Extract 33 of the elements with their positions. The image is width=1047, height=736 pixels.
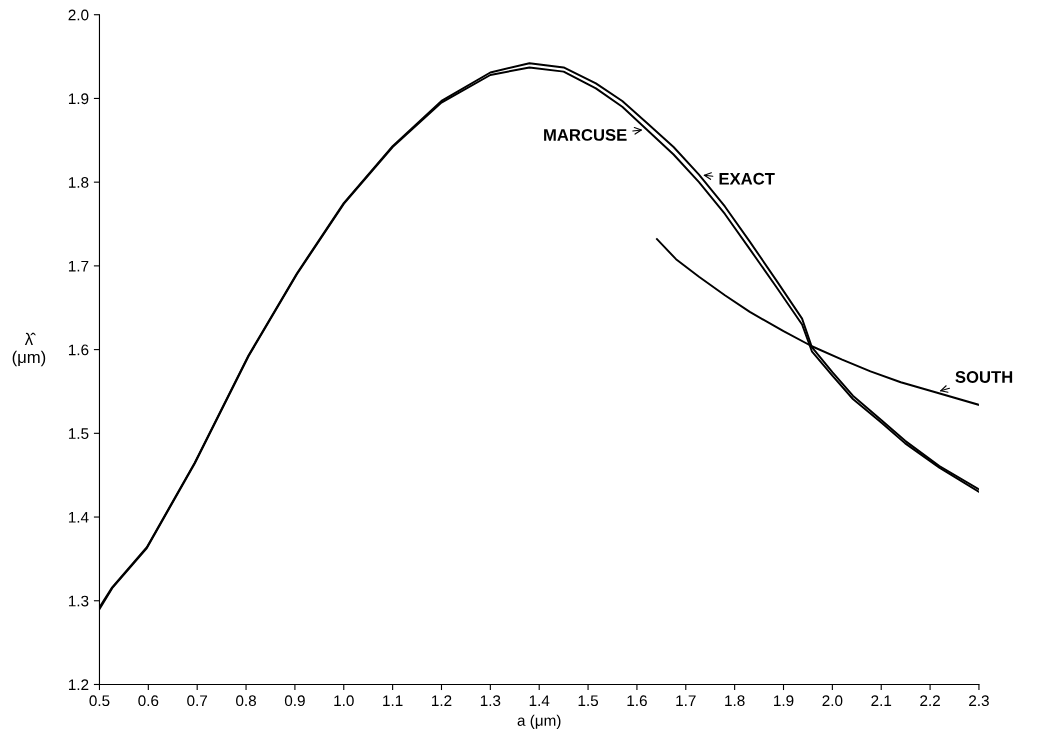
x-tick-label: 1.5 xyxy=(578,695,599,707)
y-tick-label: 1.3 xyxy=(68,595,89,607)
y-tick-label: 1.4 xyxy=(68,512,89,523)
annotation: SOUTH xyxy=(955,371,1013,383)
x-axis-title: a (μm) xyxy=(517,714,561,729)
x-tick-label: 1.3 xyxy=(480,695,501,707)
x-tick-label: 1.1 xyxy=(383,695,403,706)
x-tick-label: 1.2 xyxy=(432,695,452,706)
x-tick-label: 1.8 xyxy=(725,695,745,707)
y-axis-title: λ̂ (μm) xyxy=(12,332,46,367)
x-tick-label: 0.6 xyxy=(138,695,159,707)
annotation: MARCUSE xyxy=(544,129,627,141)
x-tick-label: 1.0 xyxy=(334,695,354,707)
x-tick-label: 2.3 xyxy=(969,695,989,707)
x-tick-label: 2.2 xyxy=(920,695,940,706)
x-tick-label: 1.7 xyxy=(676,695,696,706)
x-tick-label: 2.1 xyxy=(871,695,892,706)
x-tick-label: 0.9 xyxy=(284,695,305,707)
x-tick-label: 0.7 xyxy=(187,695,208,707)
annotation: EXACT xyxy=(719,172,775,185)
y-tick-label: 2.0 xyxy=(68,9,89,21)
y-tick-label: 1.2 xyxy=(68,679,89,691)
y-tick-label: 1.5 xyxy=(68,428,89,440)
x-tick-label: 0.5 xyxy=(89,695,110,707)
x-tick-label: 1.6 xyxy=(627,695,647,707)
y-tick-label: 1.8 xyxy=(68,177,89,188)
y-tick-label: 1.9 xyxy=(68,93,89,105)
y-tick-label: 1.6 xyxy=(68,344,89,356)
y-tick-label: 1.7 xyxy=(68,260,89,272)
x-tick-label: 1.9 xyxy=(774,695,794,707)
x-tick-label: 1.4 xyxy=(529,695,550,706)
x-tick-label: 2.0 xyxy=(822,695,843,707)
x-tick-label: 0.8 xyxy=(236,695,256,707)
